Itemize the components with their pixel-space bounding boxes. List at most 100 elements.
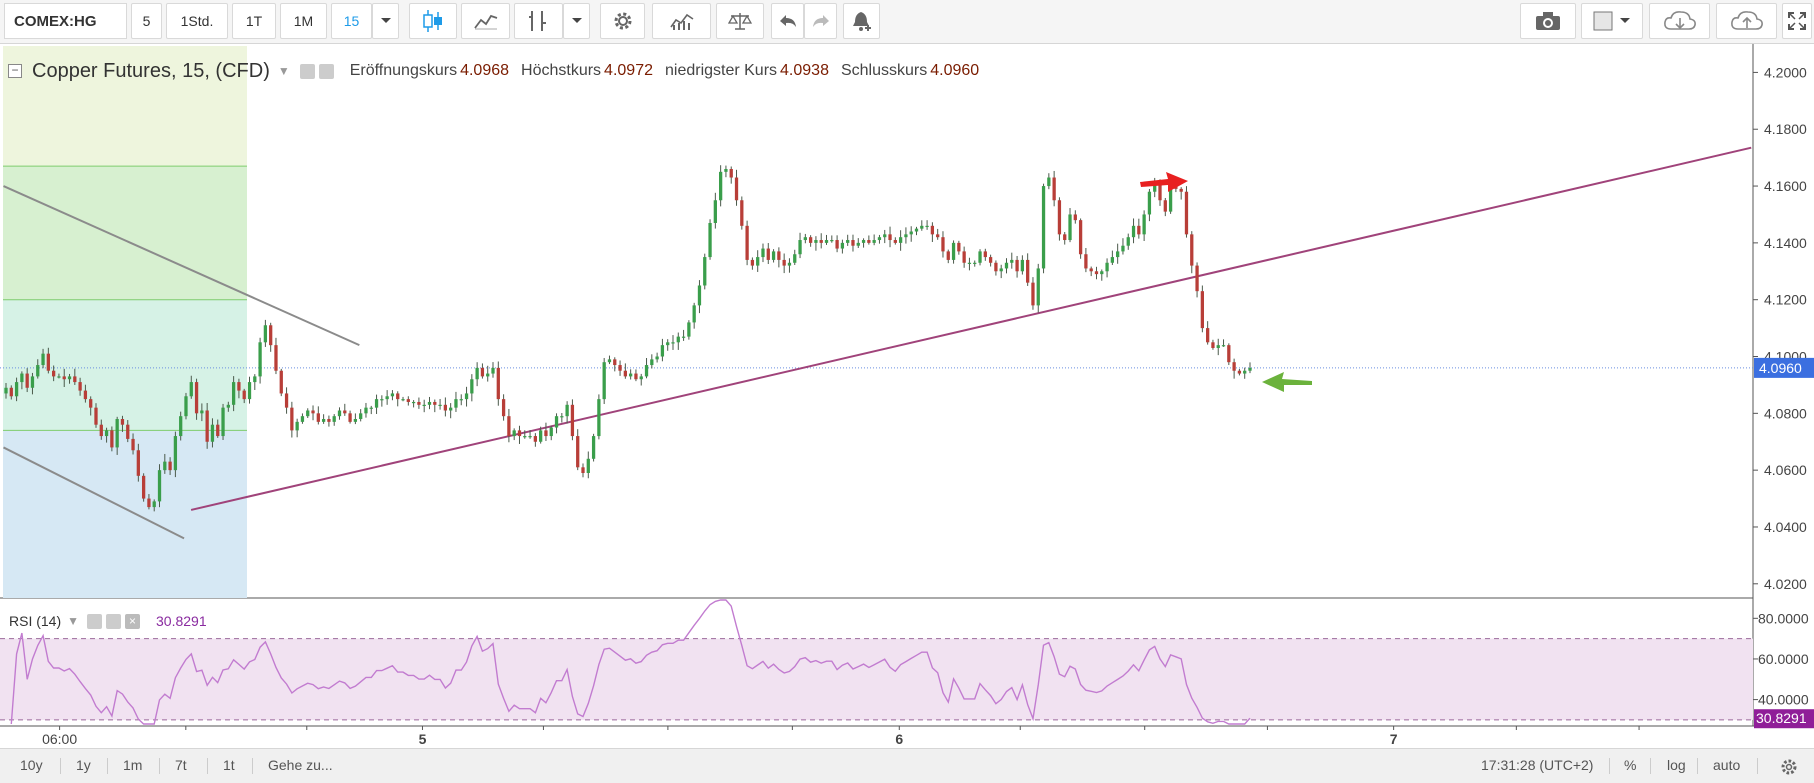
interval-5-button[interactable]: 5 <box>131 3 162 39</box>
gear-icon[interactable] <box>106 613 122 629</box>
candle-body <box>94 407 98 425</box>
scale-button[interactable] <box>716 3 764 39</box>
candle-body <box>226 404 230 408</box>
candle-body <box>30 376 35 388</box>
auto-toggle[interactable]: auto <box>1713 757 1741 773</box>
candle-body <box>1010 259 1014 263</box>
candle-body <box>406 399 410 402</box>
eye-icon[interactable] <box>299 63 315 79</box>
candle-body <box>438 404 442 407</box>
goto-date-button[interactable]: Gehe zu... <box>268 757 333 773</box>
candle-body <box>602 362 606 400</box>
templates-button[interactable] <box>652 3 711 39</box>
interval-15-button[interactable]: 15 <box>331 3 372 39</box>
last-price-label: 4.0960 <box>1759 360 1802 376</box>
green-arrow-icon <box>1262 372 1312 392</box>
fullscreen-button[interactable] <box>1782 3 1812 39</box>
camera-icon <box>1536 12 1560 30</box>
chevron-down-icon <box>571 18 582 23</box>
symbol-search-input[interactable]: COMEX:HG <box>4 3 127 39</box>
chart-canvas[interactable]: 4.20004.18004.16004.14004.12004.10004.08… <box>0 44 1814 748</box>
separator <box>252 758 253 774</box>
compare-dropdown-button[interactable] <box>563 3 590 39</box>
candle-body <box>20 373 24 383</box>
candle-body <box>258 342 262 377</box>
top-toolbar: COMEX:HG 5 1Std. 1T 1M 15 <box>0 0 1814 44</box>
candle-body <box>242 390 246 400</box>
candle-body <box>316 413 320 422</box>
gear-icon[interactable] <box>1780 758 1798 776</box>
red-arrow-icon <box>1140 172 1188 192</box>
candle-body <box>1036 268 1040 306</box>
legend-title[interactable]: Copper Futures, 15, (CFD) <box>32 59 270 82</box>
candle-body <box>385 396 389 400</box>
range-10y-button[interactable]: 10y <box>20 757 43 773</box>
compare-button[interactable] <box>514 3 563 39</box>
range-1m-button[interactable]: 1m <box>123 757 143 773</box>
price-tick-label: 4.0200 <box>1764 576 1807 592</box>
gear-icon[interactable] <box>318 63 334 79</box>
candle-body <box>824 240 829 243</box>
interval-label: 5 <box>142 13 151 29</box>
undo-button[interactable] <box>771 3 804 39</box>
candle-body <box>999 268 1003 272</box>
collapse-legend-button[interactable]: − <box>8 64 22 78</box>
alert-button[interactable] <box>843 3 880 39</box>
candle-body <box>459 399 463 401</box>
range-1y-button[interactable]: 1y <box>76 757 91 773</box>
snapshot-button[interactable] <box>1520 3 1576 39</box>
fib-zone <box>3 166 247 300</box>
chart-area[interactable]: 4.2000 4.1800 4.1600 4.1400 4.1200 4.1000 4.08… <box>0 44 1814 748</box>
caret-down-icon[interactable]: ▼ <box>67 614 80 628</box>
candle-body <box>422 404 426 407</box>
rsi-title[interactable]: RSI (14) <box>9 613 62 629</box>
candle-body <box>396 393 400 400</box>
candle-body <box>856 242 860 246</box>
low-label: niedrigster Kurs <box>664 62 778 79</box>
fullscreen-icon <box>1788 12 1806 30</box>
interval-dropdown-button[interactable] <box>372 3 399 39</box>
time-label: 6 <box>895 731 903 747</box>
log-toggle[interactable]: log <box>1667 757 1686 773</box>
chart-style-button[interactable] <box>409 3 457 39</box>
compare-icon <box>528 11 546 31</box>
time-label: 06:00 <box>42 731 77 747</box>
candle-body <box>237 382 241 391</box>
candle-body <box>491 367 495 374</box>
redo-button[interactable] <box>804 3 837 39</box>
candle-body <box>470 379 474 394</box>
candle-body <box>1094 271 1099 275</box>
price-tick-label: 4.0600 <box>1764 462 1807 478</box>
axes: 4.20004.18004.16004.14004.12004.10004.08… <box>42 64 1814 747</box>
range-1d-button[interactable]: 1t <box>223 757 235 773</box>
range-7d-button[interactable]: 7t <box>175 757 187 773</box>
candle-body <box>1110 257 1115 263</box>
interval-1m-button[interactable]: 1M <box>280 3 327 39</box>
candle-body <box>528 436 532 438</box>
candle-body <box>1221 345 1226 347</box>
color-picker-button[interactable] <box>1581 3 1643 39</box>
candle-body <box>417 401 421 405</box>
candle-body <box>163 461 167 471</box>
candle-body <box>671 342 675 344</box>
close-icon[interactable]: × <box>125 613 141 629</box>
interval-1h-button[interactable]: 1Std. <box>166 3 228 39</box>
indicators-button[interactable] <box>461 3 510 39</box>
settings-button[interactable] <box>600 3 645 39</box>
candle-body <box>629 373 633 377</box>
candle-body <box>740 200 744 226</box>
price-tick-label: 4.0400 <box>1764 519 1807 535</box>
caret-down-icon[interactable]: ▼ <box>277 64 290 78</box>
candle-body <box>311 410 315 414</box>
load-chart-button[interactable] <box>1649 3 1710 39</box>
candle-body <box>623 370 627 377</box>
interval-1d-button[interactable]: 1T <box>232 3 276 39</box>
candle-body <box>1031 282 1035 306</box>
candle-body <box>793 254 797 263</box>
candle-body <box>99 424 103 437</box>
save-chart-button[interactable] <box>1716 3 1777 39</box>
eye-icon[interactable] <box>87 613 103 629</box>
undo-icon <box>779 15 796 27</box>
percent-toggle[interactable]: % <box>1624 757 1637 773</box>
candle-body <box>1004 262 1009 269</box>
